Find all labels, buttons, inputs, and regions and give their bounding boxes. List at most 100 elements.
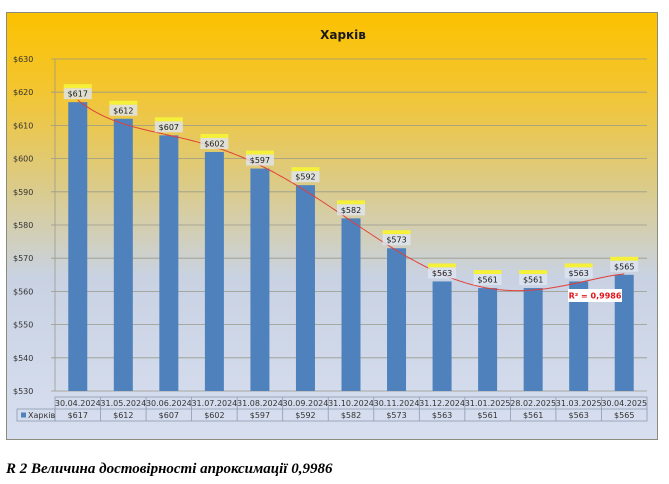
data-label: $565 bbox=[614, 262, 634, 271]
y-tick-label: $560 bbox=[13, 287, 33, 296]
data-label-bg bbox=[382, 234, 411, 246]
table-header-cell: 31.01.2025 bbox=[465, 399, 511, 408]
table-value-cell: $561 bbox=[523, 411, 543, 420]
y-tick-label: $570 bbox=[13, 254, 33, 263]
data-label-bg bbox=[564, 267, 593, 279]
table-header-cell: 31.05.2024 bbox=[100, 399, 146, 408]
data-label: $573 bbox=[386, 236, 406, 245]
table-value-cell: $592 bbox=[295, 411, 315, 420]
data-label-bg bbox=[109, 104, 138, 116]
table-value-cell: $607 bbox=[159, 411, 179, 420]
bar bbox=[250, 168, 270, 391]
bar bbox=[478, 288, 498, 391]
data-label: $612 bbox=[113, 106, 133, 115]
y-tick-label: $600 bbox=[13, 155, 33, 164]
chart: Харків $530 $540 $550 $560 $570 $580 $590 $600 $… bbox=[13, 28, 648, 422]
caption: R 2 Величина достовірності апроксимації … bbox=[6, 461, 333, 477]
data-label-highlight bbox=[63, 84, 92, 89]
table-header-cell: 31.12.2024 bbox=[419, 399, 465, 408]
data-label-highlight bbox=[473, 270, 502, 275]
bar bbox=[523, 288, 543, 391]
data-label-bg bbox=[519, 274, 548, 286]
table-header-cell: 30.06.2024 bbox=[146, 399, 192, 408]
data-label-highlight bbox=[337, 200, 365, 205]
data-label-bg bbox=[245, 154, 274, 166]
bar bbox=[159, 135, 179, 391]
table-value-cell: $561 bbox=[477, 411, 497, 420]
bar bbox=[387, 248, 407, 391]
table-header-cell: 31.08.2024 bbox=[237, 399, 283, 408]
y-tick-label: $610 bbox=[13, 121, 33, 130]
data-label-highlight bbox=[428, 263, 457, 268]
table-value-cell: $565 bbox=[614, 411, 634, 420]
y-tick-label: $630 bbox=[13, 55, 33, 64]
y-tick-label: $620 bbox=[13, 88, 33, 97]
data-label-bg bbox=[610, 260, 639, 272]
y-tick-label: $580 bbox=[13, 221, 33, 230]
data-label: $592 bbox=[295, 173, 315, 182]
trendline bbox=[77, 99, 625, 292]
data-label: $607 bbox=[159, 123, 179, 132]
table-value-cell: $602 bbox=[204, 411, 224, 420]
data-label: $582 bbox=[341, 206, 361, 215]
table-value-cell: $612 bbox=[113, 411, 133, 420]
table-header-cell: 31.10.2024 bbox=[328, 399, 374, 408]
chart-frame: Харків $530 $540 $550 $560 $570 $580 $590 $600 $… bbox=[6, 12, 658, 440]
bar bbox=[295, 185, 315, 391]
y-tick-label: $530 bbox=[13, 387, 33, 396]
data-labels: $617 $612 $607 $602 $597 $592 $582 $573 $563 $561… bbox=[63, 84, 639, 286]
table-header-cell: 31.03.2025 bbox=[556, 399, 602, 408]
data-label: $602 bbox=[204, 139, 224, 148]
data-label-highlight bbox=[564, 263, 593, 268]
table-header-cell: 30.04.2025 bbox=[601, 399, 647, 408]
data-label-bg bbox=[63, 88, 92, 100]
data-table: Харків 30.04.2024 $617 31.05.2024 $612 30.06.… bbox=[16, 396, 648, 422]
data-label: $617 bbox=[68, 90, 88, 99]
data-label: $597 bbox=[250, 156, 270, 165]
data-label-highlight bbox=[154, 117, 183, 122]
bar bbox=[341, 218, 361, 391]
data-label-highlight bbox=[382, 230, 411, 235]
data-label-bg bbox=[200, 137, 229, 149]
data-label: $563 bbox=[432, 269, 452, 278]
table-header-cell: 28.02.2025 bbox=[510, 399, 556, 408]
y-tick-label: $550 bbox=[13, 321, 33, 330]
data-label-highlight bbox=[610, 256, 639, 261]
bar bbox=[614, 274, 634, 391]
data-label-highlight bbox=[109, 100, 138, 105]
data-label-highlight bbox=[291, 167, 320, 172]
table-header-cell: 30.04.2024 bbox=[55, 399, 101, 408]
table-value-cell: $563 bbox=[432, 411, 452, 420]
table-header-cell: 30.09.2024 bbox=[283, 399, 329, 408]
r2-label: R² = 0,9986 bbox=[568, 289, 622, 302]
data-label-bg bbox=[473, 274, 502, 286]
table-header-cell: 30.11.2024 bbox=[374, 399, 420, 408]
data-label: $561 bbox=[477, 276, 497, 285]
bar bbox=[68, 102, 88, 391]
y-tick-label: $540 bbox=[13, 354, 33, 363]
table-value-cell: $563 bbox=[569, 411, 589, 420]
legend-label: Харків bbox=[28, 411, 56, 420]
data-label-bg bbox=[154, 121, 183, 133]
r2-text: R² = 0,9986 bbox=[569, 292, 622, 301]
table-header-cell: 31.07.2024 bbox=[191, 399, 237, 408]
legend-cell bbox=[16, 408, 56, 422]
legend-key bbox=[21, 412, 26, 418]
chart-title: Харків bbox=[320, 28, 366, 42]
table-value-cell: $582 bbox=[341, 411, 361, 420]
data-label-highlight bbox=[245, 150, 274, 155]
r2-box bbox=[568, 289, 622, 302]
y-tick-label: $590 bbox=[13, 188, 33, 197]
data-label-bg bbox=[428, 267, 457, 279]
bar bbox=[569, 281, 589, 391]
data-label-bg bbox=[337, 204, 365, 216]
data-label-highlight bbox=[200, 133, 229, 138]
data-label-bg bbox=[291, 171, 320, 183]
table-value-cell: $573 bbox=[386, 411, 406, 420]
bar bbox=[204, 151, 224, 391]
data-label: $561 bbox=[523, 276, 543, 285]
table-value-cell: $617 bbox=[68, 411, 88, 420]
data-label: $563 bbox=[569, 269, 589, 278]
bar bbox=[113, 118, 133, 391]
table-value-cell: $597 bbox=[250, 411, 270, 420]
